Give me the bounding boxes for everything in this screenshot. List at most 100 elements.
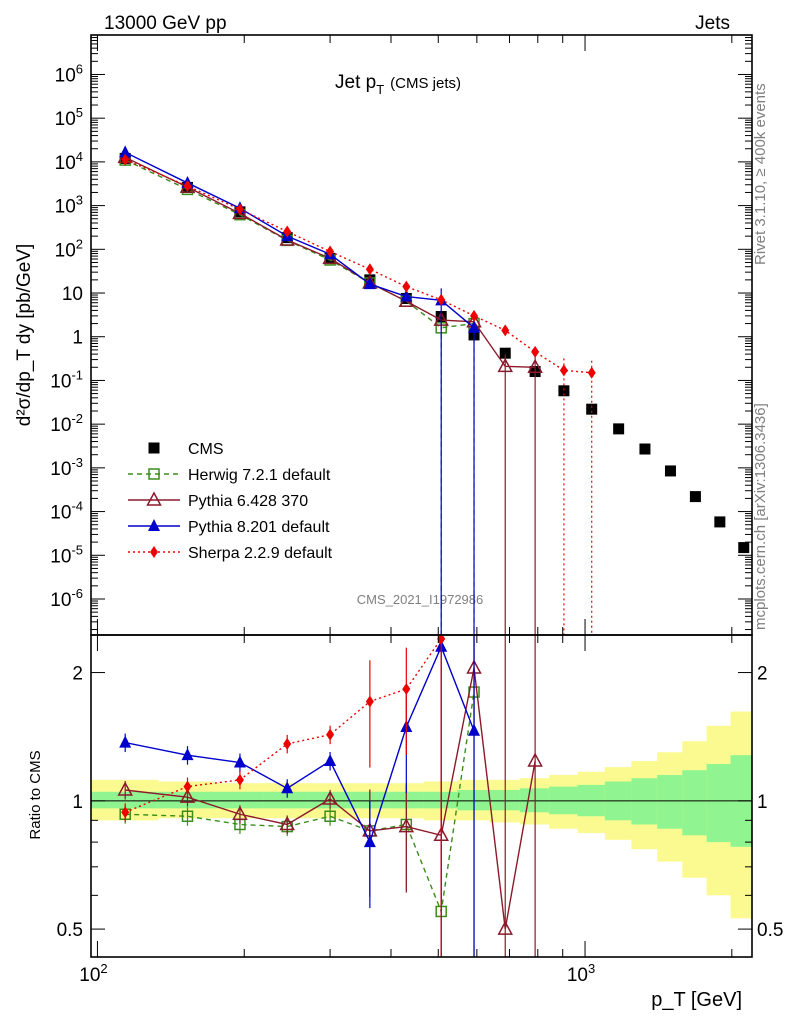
category-label: Jets bbox=[695, 13, 730, 34]
data-point bbox=[531, 345, 540, 358]
y-tick-label: 104 bbox=[55, 149, 83, 174]
data-point bbox=[363, 277, 376, 290]
data-point bbox=[559, 364, 568, 377]
data-point bbox=[365, 263, 374, 276]
series-pythia-6-428-370 bbox=[117, 148, 543, 635]
ratio-point bbox=[497, 920, 513, 935]
y-tick-label: 10-4 bbox=[50, 499, 83, 524]
uncertainty-band-inner bbox=[706, 764, 732, 843]
y-tick-label: 10-3 bbox=[50, 455, 83, 480]
ratio-point bbox=[281, 781, 294, 794]
ratio-point bbox=[402, 682, 411, 695]
ratio-point bbox=[117, 781, 133, 796]
data-point bbox=[664, 465, 676, 477]
ratio-point bbox=[365, 695, 374, 708]
ratio-line bbox=[124, 638, 442, 813]
uncertainty-band-inner bbox=[657, 774, 683, 829]
data-point bbox=[119, 145, 132, 158]
data-point bbox=[689, 491, 701, 503]
rivet-label: Rivet 3.1.10, ≥ 400k events bbox=[752, 83, 769, 265]
xlabel: p_T [GeV] bbox=[651, 989, 742, 1011]
data-point bbox=[587, 366, 596, 379]
ratio-point bbox=[468, 723, 481, 736]
series-line bbox=[124, 151, 475, 329]
series-sherpa-2-2-9-default bbox=[121, 153, 596, 635]
main-plot: 10610510410310210110-110-210-310-410-510… bbox=[50, 34, 753, 636]
legend-marker bbox=[148, 468, 160, 480]
plot-title-main: Jet p bbox=[335, 72, 376, 93]
data-point bbox=[470, 309, 479, 322]
ratio-point bbox=[322, 790, 338, 805]
x-tick-label: 102 bbox=[79, 961, 107, 986]
y-tick-label: 10-6 bbox=[50, 586, 83, 611]
ratio-y-tick-label-right: 1 bbox=[757, 792, 768, 813]
plot-title-sub: T bbox=[376, 82, 384, 97]
y-tick-label: 103 bbox=[55, 193, 83, 218]
ratio-point bbox=[326, 728, 335, 741]
plot-title: Jet pT (CMS jets) bbox=[335, 72, 461, 97]
data-point bbox=[437, 293, 446, 306]
legend-label: Sherpa 2.2.9 default bbox=[188, 545, 333, 562]
ratio-point bbox=[437, 635, 446, 645]
series-herwig-7-2-1-default bbox=[119, 154, 480, 635]
series-pythia-8-201-default bbox=[119, 145, 481, 635]
ratio-point bbox=[235, 773, 244, 786]
data-point bbox=[235, 203, 244, 216]
analysis-label: CMS_2021_I1972986 bbox=[357, 592, 484, 607]
ratio-point bbox=[233, 755, 246, 768]
y-tick-label: 10-1 bbox=[50, 367, 83, 392]
legend-marker bbox=[148, 519, 160, 531]
legend: CMS Herwig 7.2.1 default Pythia 6.428 370 P… bbox=[128, 441, 333, 562]
data-point bbox=[283, 225, 292, 238]
ratio-plot: 102 103 0.5 0.5 1 1 2 2 bbox=[57, 634, 783, 986]
energy-label: 13000 GeV pp bbox=[104, 13, 227, 34]
ratio-y-tick-label-right: 2 bbox=[757, 664, 768, 685]
legend-item-herwig-7-2-1-default: Herwig 7.2.1 default bbox=[128, 467, 331, 484]
ylabel-top: d²σ/dp_T dy [pb/GeV] bbox=[14, 244, 35, 426]
data-point bbox=[613, 423, 625, 435]
legend-label: CMS bbox=[188, 441, 224, 458]
legend-item-pythia-8-201-default: Pythia 8.201 default bbox=[128, 519, 330, 536]
data-point bbox=[468, 320, 481, 333]
ratio-point bbox=[527, 752, 543, 767]
uncertainty-band-inner bbox=[263, 791, 310, 809]
legend-marker bbox=[148, 442, 160, 454]
data-point bbox=[527, 358, 543, 374]
ratio-series-sherpa-2-2-9-default bbox=[121, 635, 446, 957]
ratio-point bbox=[121, 806, 130, 819]
data-point bbox=[558, 385, 570, 397]
y-tick-label: 105 bbox=[55, 105, 83, 130]
legend-label: Pythia 8.201 default bbox=[188, 519, 330, 536]
plot-title-extra: (CMS jets) bbox=[390, 75, 461, 92]
legend-label: Pythia 6.428 370 bbox=[188, 493, 308, 510]
data-point bbox=[586, 403, 598, 415]
data-point bbox=[183, 180, 192, 193]
ratio-point bbox=[232, 805, 248, 821]
data-point bbox=[121, 153, 130, 166]
ratio-frame bbox=[90, 634, 753, 958]
series-line bbox=[124, 159, 475, 329]
data-point bbox=[326, 245, 335, 258]
y-tick-label: 106 bbox=[55, 61, 83, 86]
y-tick-label: 102 bbox=[55, 236, 83, 261]
ratio-y-tick-label-right: 0.5 bbox=[757, 920, 783, 941]
data-point bbox=[501, 324, 510, 337]
data-point bbox=[497, 357, 513, 373]
y-tick-label: 1 bbox=[72, 328, 83, 349]
ratio-point bbox=[363, 835, 376, 848]
ratio-y-tick-label: 1 bbox=[72, 792, 83, 813]
ratio-point bbox=[181, 810, 194, 823]
data-point bbox=[499, 347, 511, 359]
ratio-point bbox=[283, 737, 292, 750]
legend-item-sherpa-2-2-9-default: Sherpa 2.2.9 default bbox=[128, 545, 333, 562]
ylabel-ratio: Ratio to CMS bbox=[27, 750, 44, 839]
uncertainty-band-inner bbox=[91, 791, 159, 809]
data-point bbox=[714, 516, 726, 528]
ratio-point bbox=[119, 735, 132, 748]
ratio-y-tick-label: 0.5 bbox=[57, 920, 83, 941]
uncertainty-band-inner bbox=[631, 778, 658, 825]
mcplots-label: mcplots.cern.ch [arXiv:1306.3436] bbox=[752, 403, 769, 630]
x-tick-label: 103 bbox=[567, 961, 595, 986]
y-tick-label: 10-2 bbox=[50, 411, 83, 436]
